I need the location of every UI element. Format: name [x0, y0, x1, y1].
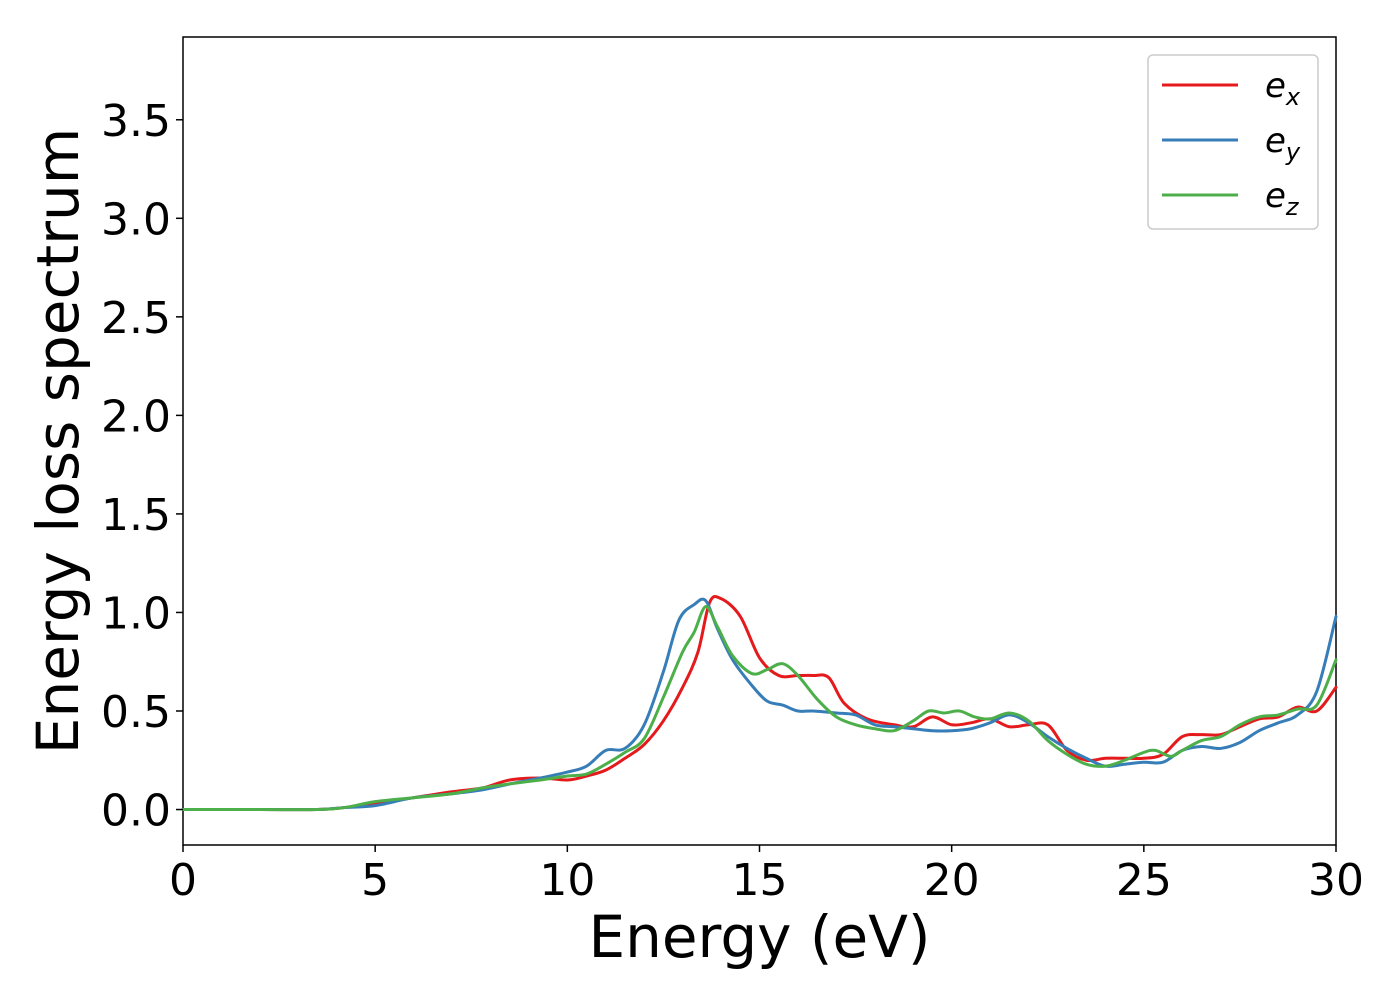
- y-tick-label: 3.5: [101, 96, 171, 147]
- legend-label: ez: [1265, 176, 1300, 221]
- y-axis-label: Energy loss spectrum: [24, 128, 92, 754]
- legend: ex ey ez: [1147, 54, 1319, 230]
- x-tick-label: 5: [361, 855, 389, 906]
- x-tick-label: 10: [539, 855, 595, 906]
- series-layer: [181, 594, 1338, 812]
- x-tick-label: 0: [169, 855, 197, 906]
- x-tick-label: 15: [732, 855, 788, 906]
- x-tick-label: 25: [1116, 855, 1172, 906]
- y-tick-label: 2.0: [101, 391, 171, 442]
- x-tick-label: 20: [924, 855, 980, 906]
- series-line-e-z: [181, 605, 1338, 812]
- series-line-e-y: [181, 597, 1338, 812]
- y-tick-label: 0.5: [101, 687, 171, 738]
- y-tick-label: 0.0: [101, 786, 171, 837]
- legend-box: [1147, 54, 1319, 230]
- y-tick-label: 1.5: [101, 490, 171, 541]
- series-line-e-x: [181, 594, 1338, 812]
- y-tick-label: 2.5: [101, 293, 171, 344]
- legend-label: ex: [1265, 66, 1301, 111]
- x-axis-label: Energy (eV): [588, 903, 930, 971]
- legend-label: ey: [1265, 121, 1301, 166]
- tick-layer: 0 5 10 15 20 25 30 0.0 0.5 1.0 1.5 2.0 2.5 3.0 3.5: [101, 96, 1364, 906]
- y-tick-label: 1.0: [101, 588, 171, 639]
- y-tick-label: 3.0: [101, 194, 171, 245]
- x-tick-label: 30: [1308, 855, 1364, 906]
